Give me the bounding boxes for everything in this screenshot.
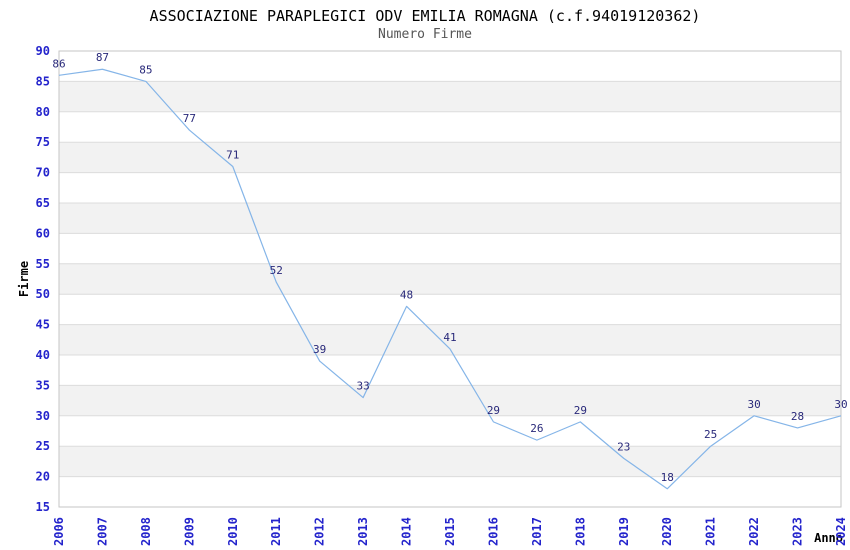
data-point-label: 28: [791, 410, 804, 423]
x-tick-label: 2013: [356, 517, 370, 546]
x-tick-label: 2009: [182, 517, 196, 546]
x-tick-label: 2020: [660, 517, 674, 546]
alt-band: [59, 203, 841, 234]
y-tick-label: 85: [36, 74, 50, 88]
x-tick-label: 2023: [791, 517, 805, 546]
y-tick-label: 20: [36, 470, 50, 484]
x-tick-label: 2019: [617, 517, 631, 546]
y-tick-label: 25: [36, 439, 50, 453]
x-tick-label: 2006: [52, 517, 66, 546]
alt-band: [59, 142, 841, 173]
y-tick-label: 65: [36, 196, 50, 210]
data-point-label: 29: [574, 404, 587, 417]
y-tick-label: 40: [36, 348, 50, 362]
alt-band: [59, 446, 841, 477]
x-tick-label: 2012: [313, 517, 327, 546]
data-point-label: 87: [96, 51, 109, 64]
y-tick-label: 15: [36, 500, 50, 514]
alt-band: [59, 385, 841, 416]
y-tick-label: 55: [36, 257, 50, 271]
y-tick-label: 30: [36, 409, 50, 423]
chart-subtitle: Numero Firme: [378, 27, 472, 42]
alt-band: [59, 263, 841, 295]
data-point-label: 86: [52, 57, 65, 70]
data-point-label: 25: [704, 428, 717, 441]
data-point-label: 52: [270, 264, 283, 277]
x-tick-label: 2017: [530, 517, 544, 546]
x-axis-title: Anno: [814, 531, 843, 545]
y-tick-label: 90: [36, 44, 50, 58]
y-tick-label: 75: [36, 135, 50, 149]
y-tick-label: 35: [36, 378, 50, 392]
data-point-label: 41: [443, 331, 456, 344]
data-point-label: 85: [139, 63, 152, 76]
data-point-label: 26: [530, 422, 543, 435]
series-line: [58, 68, 842, 490]
x-tick-label: 2016: [486, 517, 500, 546]
data-point-label: 23: [617, 440, 630, 453]
x-tick-label: 2018: [573, 517, 587, 546]
x-tick-label: 2008: [139, 517, 153, 546]
data-point-label: 71: [226, 149, 239, 162]
x-tick-label: 2011: [269, 517, 283, 546]
y-tick-label: 50: [36, 287, 50, 301]
data-point-label: 30: [747, 398, 760, 411]
y-tick-label: 60: [36, 226, 50, 240]
alt-band: [59, 81, 841, 112]
x-tick-label: 2022: [747, 517, 761, 546]
plot-border: [58, 50, 842, 508]
data-point-label: 39: [313, 343, 326, 356]
x-tick-label: 2014: [400, 517, 414, 546]
data-point-label: 30: [834, 398, 847, 411]
x-tick-label: 2015: [443, 517, 457, 546]
chart-title: ASSOCIAZIONE PARAPLEGICI ODV EMILIA ROMA…: [149, 7, 701, 25]
y-tick-label: 45: [36, 318, 50, 332]
data-point-label: 29: [487, 404, 500, 417]
data-point-label: 18: [661, 471, 674, 484]
x-tick-label: 2024: [834, 517, 848, 546]
x-tick-label: 2010: [226, 517, 240, 546]
data-point-label: 33: [356, 380, 369, 393]
data-point-label: 48: [400, 288, 413, 301]
data-point-label: 77: [183, 112, 196, 125]
x-tick-label: 2007: [95, 517, 109, 546]
y-tick-label: 70: [36, 166, 50, 180]
y-tick-label: 80: [36, 105, 50, 119]
x-tick-label: 2021: [704, 517, 718, 546]
